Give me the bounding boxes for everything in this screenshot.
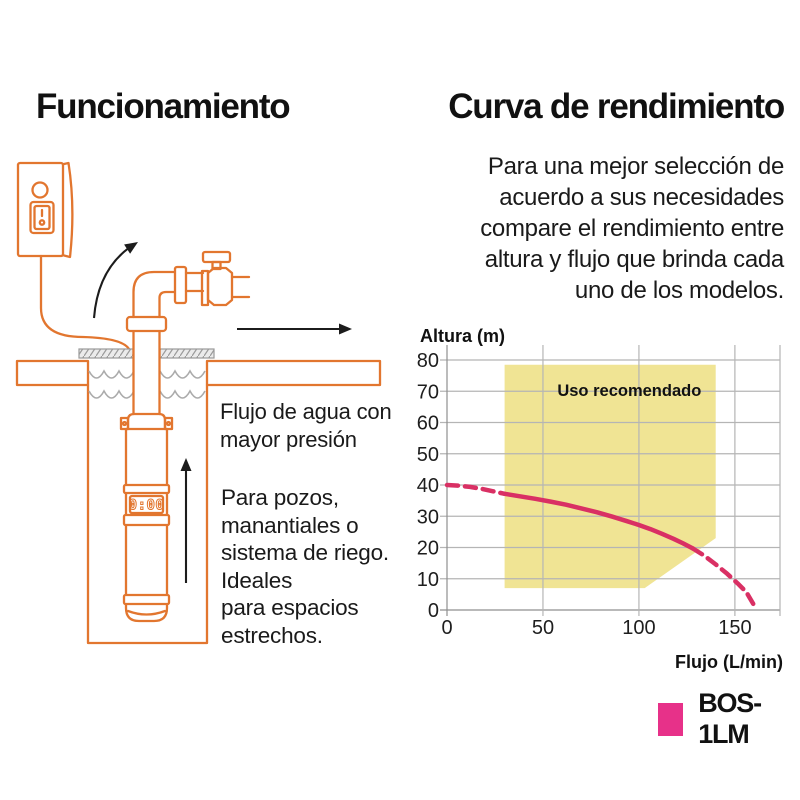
y-tick-label: 40: [417, 475, 439, 497]
x-axis-title: Flujo (L/min): [675, 652, 783, 672]
flow-arrow-curved: [92, 244, 134, 319]
pipe-coupling: [125, 315, 168, 333]
x-tick-label: 50: [532, 617, 554, 639]
ground-left: [15, 359, 90, 387]
intro-paragraph: Para una mejor selección de acuerdo a su…: [480, 153, 784, 304]
outlet-valve: [184, 250, 251, 307]
performance-curve-segment: [690, 546, 757, 608]
legend-color-swatch: [658, 702, 684, 736]
water-waves: [88, 369, 206, 399]
pipe-union: [173, 265, 188, 305]
y-tick-label: 10: [417, 569, 439, 591]
y-tick-label: 50: [417, 444, 439, 466]
pump-display-value: 0:00: [129, 498, 165, 514]
legend-model-label: BOS-1LM: [698, 688, 762, 749]
control-box: [16, 161, 74, 259]
power-switch: [29, 200, 55, 235]
y-tick-label: 80: [417, 350, 439, 372]
caption-applications: Para pozos, manantiales o sistema de rie…: [221, 485, 389, 648]
submersible-pump: 0:00: [119, 412, 174, 623]
well-structure: [15, 359, 382, 645]
left-section-title: Funcionamiento: [36, 87, 291, 126]
legend: BOS-1LM: [658, 688, 800, 750]
y-tick-label: 70: [417, 381, 439, 403]
pipe-elbow: [132, 270, 178, 319]
x-tick-label: 100: [622, 617, 655, 639]
recommended-region-label: Uso recomendado: [557, 382, 701, 400]
valve-handle: [201, 250, 232, 271]
pump-display: [128, 494, 165, 515]
performance-curve-segment: [502, 491, 695, 551]
pump-operation-diagram: 0:00: [15, 161, 382, 645]
well-shaft: [86, 383, 209, 645]
performance-curve-segment: [444, 482, 507, 497]
power-cable: [39, 254, 131, 351]
ground-right: [205, 359, 382, 387]
x-tick-label: 0: [441, 617, 452, 639]
y-axis-title: Altura (m): [420, 326, 505, 346]
y-tick-label: 20: [417, 538, 439, 560]
flow-arrows: [92, 242, 352, 583]
caption-water-flow: Flujo de agua con mayor presión: [220, 399, 392, 452]
y-tick-label: 30: [417, 506, 439, 528]
right-section-title: Curva de rendimiento: [448, 87, 785, 126]
concrete-pad: [78, 348, 215, 359]
x-tick-label: 150: [718, 617, 751, 639]
drop-pipe: [125, 315, 168, 416]
performance-chart: Uso recomendado 0 10 20 30 40 50 60 70 80 0 50 100 15…: [417, 326, 783, 672]
indicator-light: [31, 181, 49, 199]
y-tick-label: 60: [417, 413, 439, 435]
y-tick-label: 0: [428, 600, 439, 622]
